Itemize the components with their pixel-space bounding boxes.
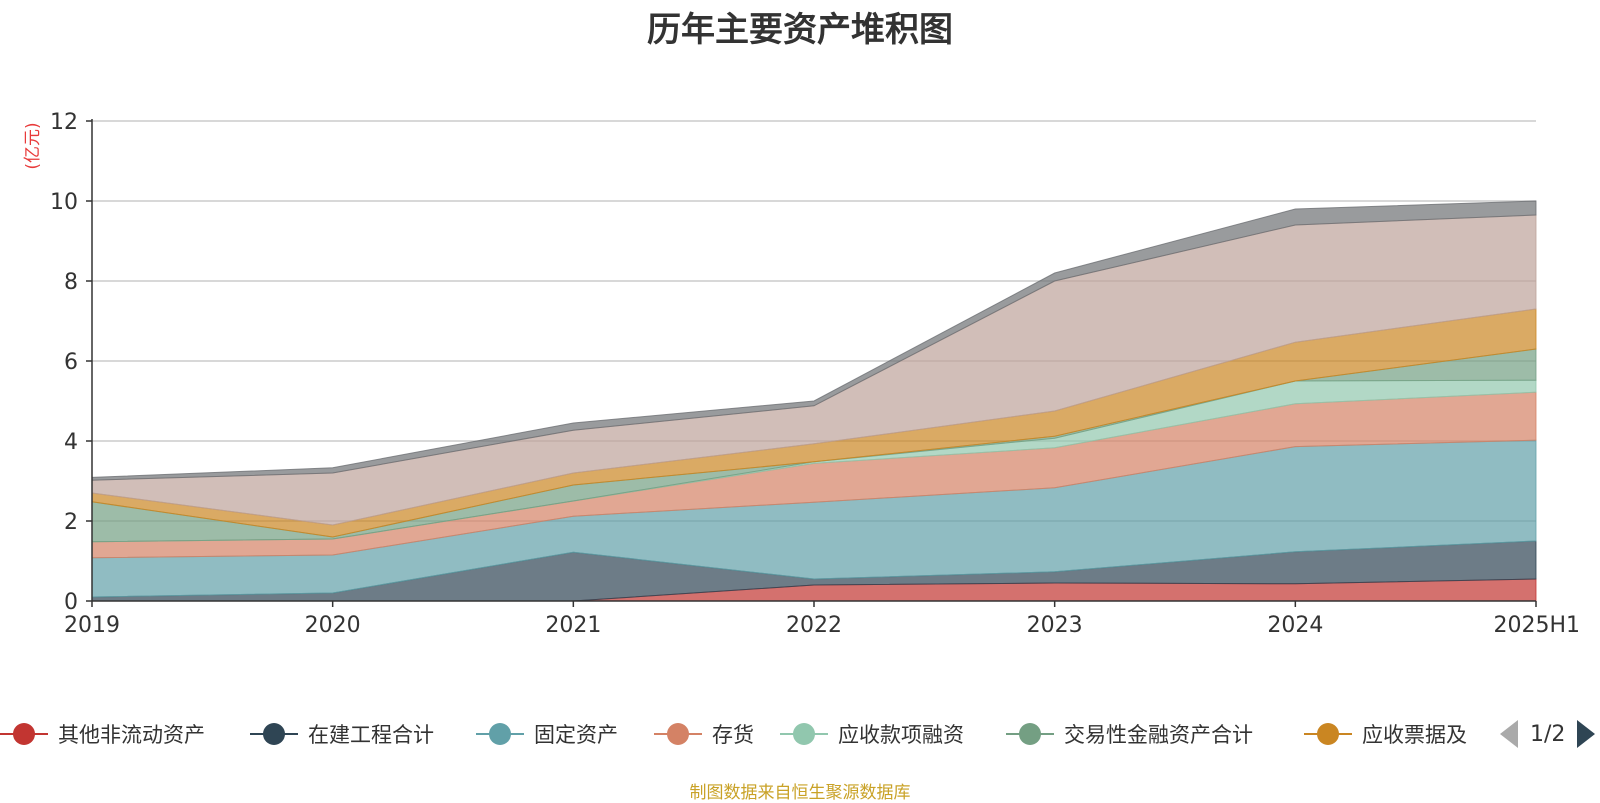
y-tick-label: 0 xyxy=(64,590,78,615)
y-tick-label: 10 xyxy=(50,190,78,215)
legend-item-3[interactable]: 存货 xyxy=(654,716,754,752)
legend-label: 应收票据及 xyxy=(1362,723,1467,747)
legend-label: 存货 xyxy=(712,723,754,747)
legend: 其他非流动资产 在建工程合计 固定资产 存货 应收款项融资 交易性金融资产合计 应收票据及 xyxy=(0,716,1600,752)
legend-marker-icon xyxy=(780,722,828,746)
x-tick-label: 2019 xyxy=(64,613,120,638)
y-tick-label: 6 xyxy=(64,350,78,375)
chart-title: 历年主要资产堆积图 xyxy=(647,10,953,50)
legend-label: 在建工程合计 xyxy=(308,723,434,747)
x-tick-label: 2023 xyxy=(1027,613,1083,638)
legend-label: 交易性金融资产合计 xyxy=(1064,723,1253,747)
legend-item-1[interactable]: 在建工程合计 xyxy=(250,716,434,752)
y-tick-label: 8 xyxy=(64,270,78,295)
legend-marker-icon xyxy=(1304,722,1352,746)
legend-item-0[interactable]: 其他非流动资产 xyxy=(0,716,205,752)
y-tick-label: 12 xyxy=(50,110,78,135)
pager-next-icon[interactable] xyxy=(1577,720,1596,748)
legend-label: 其他非流动资产 xyxy=(58,723,205,747)
y-tick-label: 2 xyxy=(64,510,78,535)
legend-label: 应收款项融资 xyxy=(838,723,964,747)
data-source-note: 制图数据来自恒生聚源数据库 xyxy=(689,783,911,803)
legend-marker-icon xyxy=(476,722,524,746)
y-tick-label: 4 xyxy=(64,430,78,455)
pager-prev-icon[interactable] xyxy=(1500,720,1518,748)
legend-item-4[interactable]: 应收款项融资 xyxy=(780,716,964,752)
legend-item-5[interactable]: 交易性金融资产合计 xyxy=(1006,716,1253,752)
x-tick-label: 2025H1 xyxy=(1493,613,1580,638)
legend-item-6[interactable]: 应收票据及 xyxy=(1304,716,1467,752)
axes: 0 2 4 6 8 10 12 2019 2020 2021 2022 2023 2024 2025H1 xyxy=(50,110,1580,638)
x-tick-label: 2021 xyxy=(545,613,601,638)
area-series-8 xyxy=(91,200,1537,481)
x-tick-label: 2020 xyxy=(305,613,361,638)
legend-label: 固定资产 xyxy=(534,723,618,747)
x-tick-label: 2024 xyxy=(1267,613,1323,638)
y-axis-unit-label: (亿元) xyxy=(23,122,43,169)
area-series-group xyxy=(91,200,1537,602)
legend-item-2[interactable]: 固定资产 xyxy=(476,716,618,752)
legend-marker-icon xyxy=(1006,722,1054,746)
legend-marker-icon xyxy=(654,722,702,746)
pager-page-indicator: 1/2 xyxy=(1530,721,1566,747)
legend-marker-icon xyxy=(250,722,298,746)
x-tick-label: 2022 xyxy=(786,613,842,638)
legend-marker-icon xyxy=(0,722,48,746)
legend-pager: 1/2 xyxy=(1500,716,1596,752)
